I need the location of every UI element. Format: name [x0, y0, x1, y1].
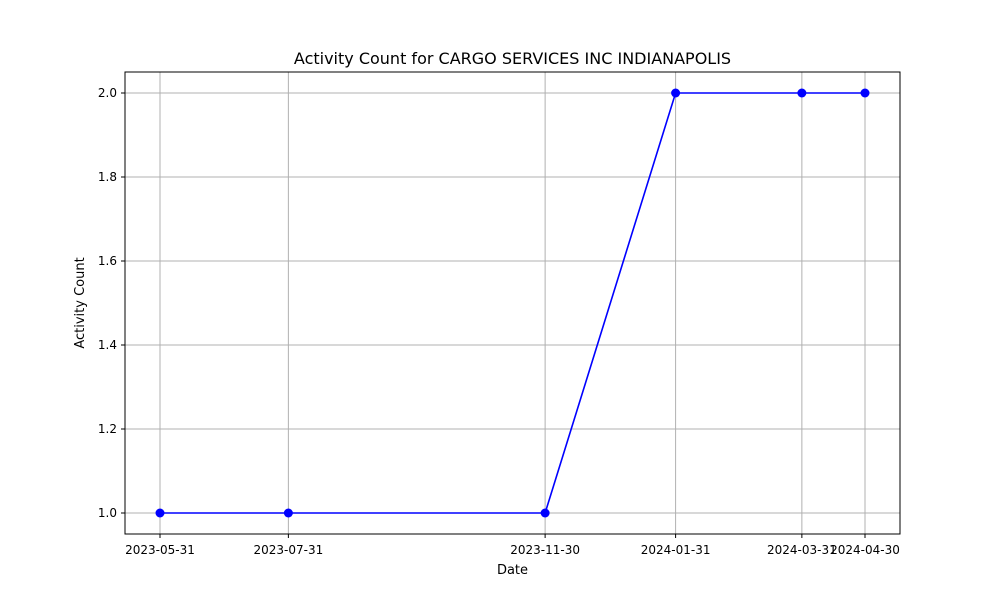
y-axis-label: Activity Count	[73, 257, 88, 348]
data-point	[155, 508, 165, 518]
series-line	[160, 92, 865, 514]
y-tick-label: 1.2	[98, 422, 117, 436]
data-point	[860, 88, 870, 98]
x-tick-label: 2023-07-31	[253, 543, 323, 557]
x-tick-label: 2024-03-31	[767, 543, 837, 557]
grid-layer	[125, 72, 900, 534]
plot-frame	[124, 71, 901, 535]
x-tick-label: 2023-11-30	[510, 543, 580, 557]
data-point	[540, 508, 550, 518]
x-axis-label: Date	[497, 563, 528, 578]
data-point	[283, 508, 293, 518]
y-tick-label: 1.8	[98, 170, 117, 184]
data-point	[671, 88, 681, 98]
tick-layer: 2023-05-31 2023-07-31 2023-11-30 2024-01-31…	[98, 86, 900, 557]
data-point	[797, 88, 807, 98]
y-tick-label: 2.0	[98, 86, 117, 100]
x-tick-label: 2024-01-31	[641, 543, 711, 557]
series-layer	[155, 88, 870, 518]
y-tick-label: 1.6	[98, 254, 117, 268]
y-tick-label: 1.0	[98, 506, 117, 520]
y-tick-label: 1.4	[98, 338, 117, 352]
chart-title: Activity Count for CARGO SERVICES INC IN…	[294, 49, 731, 68]
x-tick-label: 2024-04-30	[830, 543, 900, 557]
x-tick-label: 2023-05-31	[125, 543, 195, 557]
